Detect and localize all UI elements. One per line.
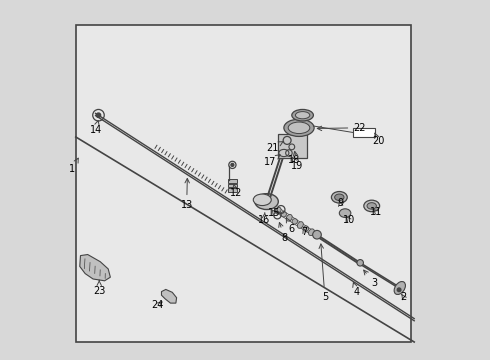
Text: 23: 23 — [93, 280, 105, 296]
Bar — [228, 188, 237, 192]
Ellipse shape — [309, 229, 315, 235]
Ellipse shape — [288, 122, 310, 134]
Ellipse shape — [292, 109, 314, 121]
Text: 8: 8 — [279, 222, 288, 243]
Bar — [228, 179, 237, 183]
Ellipse shape — [303, 226, 309, 231]
Circle shape — [397, 288, 401, 292]
Text: 2: 2 — [400, 292, 407, 302]
Text: 22: 22 — [317, 123, 366, 133]
Ellipse shape — [367, 203, 376, 209]
Text: 3: 3 — [364, 270, 377, 288]
FancyBboxPatch shape — [353, 128, 374, 137]
Ellipse shape — [255, 194, 278, 210]
Circle shape — [313, 230, 321, 239]
Text: 20: 20 — [372, 133, 384, 146]
Ellipse shape — [275, 207, 281, 214]
Text: 24: 24 — [152, 300, 164, 310]
Ellipse shape — [297, 222, 303, 228]
Ellipse shape — [364, 200, 380, 212]
Text: 5: 5 — [319, 244, 328, 302]
Text: 11: 11 — [370, 207, 382, 217]
Ellipse shape — [331, 192, 347, 203]
Ellipse shape — [295, 112, 310, 119]
Ellipse shape — [314, 233, 319, 239]
Circle shape — [357, 260, 364, 266]
Ellipse shape — [284, 119, 314, 136]
Ellipse shape — [286, 215, 292, 221]
Text: 1: 1 — [69, 158, 78, 174]
Ellipse shape — [292, 219, 297, 224]
Text: 13: 13 — [180, 179, 193, 210]
Text: 4: 4 — [353, 283, 360, 297]
FancyBboxPatch shape — [278, 134, 307, 158]
Text: 7: 7 — [302, 227, 308, 237]
Circle shape — [97, 113, 100, 117]
Polygon shape — [80, 255, 110, 281]
Text: 16: 16 — [258, 212, 270, 225]
Text: 10: 10 — [343, 215, 355, 225]
Polygon shape — [162, 289, 176, 303]
Ellipse shape — [253, 194, 271, 206]
Text: 12: 12 — [230, 184, 242, 198]
Text: 17: 17 — [264, 155, 280, 167]
Circle shape — [231, 163, 234, 166]
Text: 21: 21 — [266, 141, 284, 153]
Ellipse shape — [339, 209, 351, 217]
Text: 19: 19 — [292, 152, 304, 171]
Bar — [228, 184, 237, 187]
Text: 18: 18 — [288, 155, 300, 165]
Ellipse shape — [281, 211, 286, 217]
Ellipse shape — [335, 194, 344, 201]
Text: 9: 9 — [337, 198, 343, 208]
Text: 15: 15 — [269, 208, 281, 218]
Text: 14: 14 — [90, 121, 102, 135]
FancyBboxPatch shape — [76, 25, 411, 342]
Text: 6: 6 — [286, 218, 295, 234]
Ellipse shape — [394, 282, 405, 294]
